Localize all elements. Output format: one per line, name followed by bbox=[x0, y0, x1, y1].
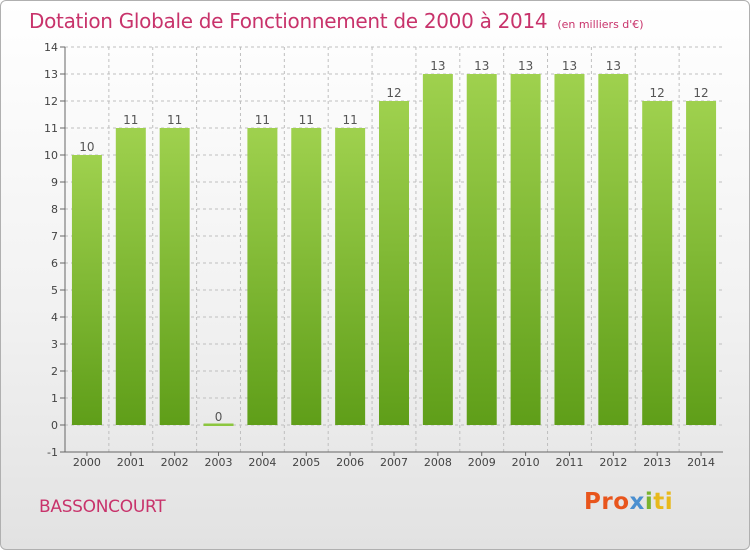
x-tick-label: 2011 bbox=[555, 456, 583, 469]
bar bbox=[247, 128, 278, 425]
y-tick-label: 1 bbox=[51, 392, 58, 405]
logo-part-4: ti bbox=[653, 489, 674, 515]
data-label: 11 bbox=[342, 113, 357, 127]
x-tick-label: 2012 bbox=[599, 456, 627, 469]
x-tick-label: 2006 bbox=[336, 456, 364, 469]
x-tick-label: 2013 bbox=[643, 456, 671, 469]
bar bbox=[422, 74, 453, 425]
commune-name: BASSONCOURT bbox=[39, 497, 166, 517]
bar bbox=[159, 128, 190, 425]
bar bbox=[554, 74, 585, 425]
logo-part-1: Pro bbox=[584, 489, 630, 515]
y-tick-label: 10 bbox=[44, 149, 58, 162]
y-tick-label: 6 bbox=[51, 257, 58, 270]
x-tick-label: 2001 bbox=[117, 456, 145, 469]
y-tick-label: 12 bbox=[44, 95, 58, 108]
data-label: 12 bbox=[386, 86, 401, 100]
data-label: 10 bbox=[79, 140, 94, 154]
y-tick-label: 4 bbox=[51, 311, 58, 324]
data-label: 13 bbox=[518, 59, 533, 73]
y-tick-label: 7 bbox=[51, 230, 58, 243]
y-tick-label: 8 bbox=[51, 203, 58, 216]
y-tick-label: 13 bbox=[44, 68, 58, 81]
bar bbox=[291, 128, 322, 425]
x-tick-label: 2005 bbox=[292, 456, 320, 469]
y-tick-label: 3 bbox=[51, 338, 58, 351]
x-tick-label: 2014 bbox=[687, 456, 715, 469]
x-tick-label: 2008 bbox=[424, 456, 452, 469]
chart-title-text: Dotation Globale de Fonctionnement de 20… bbox=[29, 9, 548, 33]
y-tick-label: 11 bbox=[44, 122, 58, 135]
y-tick-label: 14 bbox=[44, 41, 58, 54]
bar bbox=[686, 101, 717, 425]
y-tick-label: 5 bbox=[51, 284, 58, 297]
bar bbox=[335, 128, 366, 425]
x-tick-label: 2000 bbox=[73, 456, 101, 469]
y-tick-label: 2 bbox=[51, 365, 58, 378]
chart-title: Dotation Globale de Fonctionnement de 20… bbox=[29, 9, 644, 33]
data-label: 11 bbox=[255, 113, 270, 127]
data-label: 13 bbox=[430, 59, 445, 73]
x-tick-label: 2004 bbox=[248, 456, 276, 469]
chart-unit: (en milliers d'€) bbox=[557, 18, 644, 31]
bar bbox=[642, 101, 673, 425]
data-label: 11 bbox=[167, 113, 182, 127]
y-tick-label: 0 bbox=[51, 419, 58, 432]
data-label: 12 bbox=[693, 86, 708, 100]
y-tick-label: -1 bbox=[47, 446, 58, 459]
logo-part-3: i bbox=[644, 489, 654, 515]
x-tick-label: 2003 bbox=[205, 456, 233, 469]
data-label: 13 bbox=[474, 59, 489, 73]
bar bbox=[71, 155, 102, 425]
bar bbox=[466, 74, 497, 425]
data-label: 11 bbox=[123, 113, 138, 127]
data-label: 11 bbox=[299, 113, 314, 127]
bar bbox=[115, 128, 146, 425]
data-label: 13 bbox=[562, 59, 577, 73]
proxiti-logo: Proxiti bbox=[584, 489, 673, 515]
data-label: 0 bbox=[215, 410, 223, 424]
x-tick-label: 2002 bbox=[161, 456, 189, 469]
data-label: 13 bbox=[606, 59, 621, 73]
x-tick-label: 2009 bbox=[468, 456, 496, 469]
data-label: 12 bbox=[650, 86, 665, 100]
x-tick-label: 2007 bbox=[380, 456, 408, 469]
y-tick-label: 9 bbox=[51, 176, 58, 189]
bar bbox=[379, 101, 409, 425]
bar bbox=[598, 74, 629, 425]
x-tick-label: 2010 bbox=[512, 456, 540, 469]
bar bbox=[510, 74, 541, 425]
logo-part-2: x bbox=[629, 489, 645, 515]
bar bbox=[203, 423, 234, 426]
